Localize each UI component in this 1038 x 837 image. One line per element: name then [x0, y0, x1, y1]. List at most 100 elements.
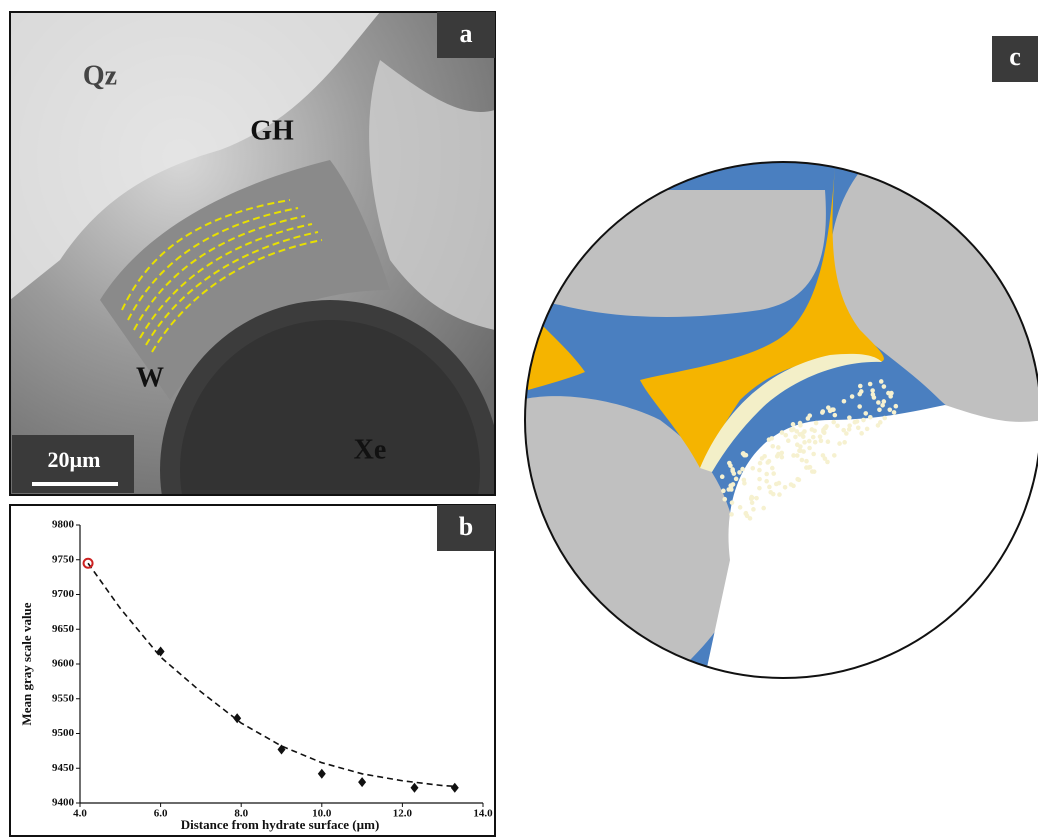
- gas-bubble: [760, 456, 765, 461]
- gas-bubble: [767, 459, 772, 464]
- gas-bubble: [888, 394, 893, 399]
- chart-frame: [10, 505, 495, 836]
- y-tick-label: 9750: [52, 553, 75, 565]
- gas-bubble: [748, 516, 753, 521]
- gas-bubble: [770, 444, 775, 449]
- gas-bubble: [741, 451, 746, 456]
- y-tick-label: 9600: [52, 658, 75, 670]
- gas-bubble: [720, 474, 725, 479]
- gas-bubble: [728, 483, 733, 488]
- gas-bubble: [783, 433, 788, 438]
- gas-bubble: [822, 430, 827, 435]
- gas-bubble: [743, 511, 748, 516]
- gas-bubble: [865, 427, 870, 432]
- gas-bubble: [732, 471, 737, 476]
- gas-bubble: [850, 394, 855, 399]
- figure: a Qz GH W Xe 20µm b Mean gray scale valu…: [0, 0, 1038, 837]
- gas-bubble: [738, 505, 743, 510]
- region-label: Qz: [83, 60, 117, 91]
- gas-bubble: [842, 440, 847, 445]
- gas-bubble: [801, 434, 806, 439]
- gas-bubble: [751, 507, 756, 512]
- gas-bubble: [801, 449, 806, 454]
- gas-bubble: [879, 379, 884, 384]
- gas-bubble: [791, 422, 796, 427]
- gas-bubble: [750, 500, 755, 505]
- gas-bubble: [767, 485, 772, 490]
- gas-bubble: [824, 424, 829, 429]
- x-tick-label: 4.0: [73, 808, 87, 820]
- gas-bubble: [754, 496, 759, 501]
- gas-bubble: [844, 431, 849, 436]
- gas-bubble: [804, 459, 809, 464]
- y-tick-label: 9700: [52, 588, 75, 600]
- gas-bubble: [847, 415, 852, 420]
- gas-bubble: [797, 448, 802, 453]
- gas-bubble: [777, 492, 782, 497]
- gas-bubble: [831, 407, 836, 412]
- gas-bubble: [806, 465, 811, 470]
- gas-bubble: [757, 468, 762, 473]
- gas-bubble: [876, 400, 881, 405]
- gas-bubble: [807, 446, 812, 451]
- gas-bubble: [882, 416, 887, 421]
- gas-bubble: [831, 420, 836, 425]
- gas-bubble: [857, 404, 862, 409]
- y-tick-label: 9550: [52, 692, 75, 704]
- gas-bubble: [863, 411, 868, 416]
- scale-bar-label: 20µm: [47, 447, 100, 472]
- region-label: W: [136, 362, 164, 393]
- x-tick-label: 8.0: [234, 808, 248, 820]
- gas-bubble: [818, 434, 823, 439]
- gas-bubble: [776, 452, 781, 457]
- gas-bubble: [791, 484, 796, 489]
- y-tick-label: 9650: [52, 623, 75, 635]
- gas-bubble: [842, 399, 847, 404]
- panel-label: a: [460, 19, 473, 48]
- y-tick-label: 9400: [52, 797, 75, 809]
- gas-bubble: [730, 500, 735, 505]
- gas-bubble: [795, 477, 800, 482]
- gas-bubble: [807, 439, 812, 444]
- gas-bubble: [810, 427, 815, 432]
- x-tick-label: 14.0: [473, 808, 493, 820]
- gas-bubble: [857, 392, 862, 397]
- y-tick-label: 9500: [52, 727, 75, 739]
- gas-bubble: [742, 478, 747, 483]
- gas-bubble: [819, 439, 824, 444]
- gas-bubble: [795, 442, 800, 447]
- x-axis-label: Distance from hydrate surface (µm): [181, 817, 380, 832]
- gas-bubble: [786, 438, 791, 443]
- gas-bubble: [826, 439, 831, 444]
- gas-bubble: [780, 430, 785, 435]
- gas-bubble: [861, 418, 866, 423]
- gas-bubble: [721, 489, 726, 494]
- gas-bubble: [798, 423, 803, 428]
- gas-bubble: [825, 460, 830, 465]
- gas-bubble: [847, 423, 852, 428]
- gas-bubble: [868, 382, 873, 387]
- gas-bubble: [882, 384, 887, 389]
- panel-label: b: [459, 512, 473, 541]
- gas-bubble: [820, 410, 825, 415]
- gas-bubble: [835, 424, 840, 429]
- gas-bubble: [726, 487, 731, 492]
- gas-bubble: [768, 490, 773, 495]
- gas-bubble: [812, 469, 817, 474]
- gas-bubble: [833, 413, 838, 418]
- gas-bubble: [892, 410, 897, 415]
- gas-bubble: [858, 384, 863, 389]
- gas-bubble: [877, 407, 882, 412]
- gas-bubble: [776, 445, 781, 450]
- gas-bubble: [802, 440, 807, 445]
- gas-bubble: [859, 431, 864, 436]
- gas-bubble: [757, 486, 762, 491]
- gas-bubble: [749, 495, 754, 500]
- gas-bubble: [734, 477, 739, 482]
- gas-bubble: [780, 455, 785, 460]
- gas-bubble: [814, 421, 819, 426]
- gas-bubble: [876, 423, 881, 428]
- gas-bubble: [806, 416, 811, 421]
- x-tick-label: 10.0: [312, 808, 332, 820]
- gas-bubble: [887, 407, 892, 412]
